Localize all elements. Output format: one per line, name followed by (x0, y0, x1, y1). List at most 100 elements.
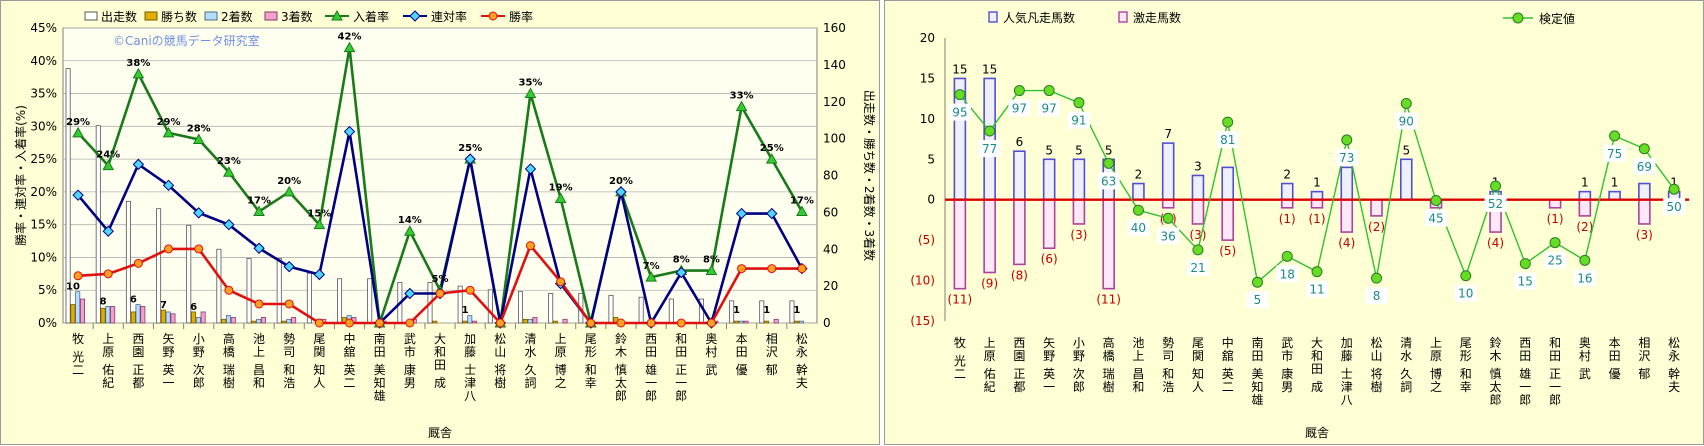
test-value-label-bg (1067, 111, 1090, 129)
test-value-point (1281, 250, 1293, 262)
test-value-label: 21 (1190, 261, 1205, 275)
test-value-label: 69 (1637, 160, 1652, 174)
category-char: 司 (283, 345, 295, 359)
in-rate-data-label: 17% (790, 196, 814, 207)
win-rate-point (224, 285, 234, 295)
legend-label: 出走数 (101, 9, 137, 24)
negative-bar (1221, 198, 1235, 241)
negative-bar (1042, 198, 1056, 250)
category-char: 矢 (1043, 336, 1055, 350)
in-rate-data-label: 8% (703, 255, 720, 266)
test-value-label-box: 81 (1216, 131, 1239, 149)
win-rate-point (495, 318, 505, 328)
category-char: 幸 (1460, 380, 1472, 394)
category-char: 池 (1132, 336, 1144, 350)
legend-label: 勝ち数 (161, 9, 197, 24)
category-char: 英 (163, 363, 175, 377)
legend-swatch (204, 11, 218, 21)
left-axis-title: 勝率・連対率・入着率(%) (13, 105, 28, 246)
right-tick-label: 0 (823, 316, 831, 330)
in-rate-point (735, 100, 748, 112)
test-value-label: 8 (1373, 289, 1381, 303)
test-value-point (1192, 244, 1204, 256)
bar-data-label: 1 (462, 305, 469, 316)
win-rate-point (164, 244, 174, 254)
category-char: 和 (1549, 336, 1561, 350)
category-char: 英 (1043, 367, 1055, 381)
category-char: 武 (1579, 367, 1591, 381)
test-value-label-box: 77 (978, 139, 1001, 157)
test-value-label-bg (1365, 287, 1388, 305)
test-value-point (1371, 272, 1383, 284)
negative-bar-label: (4) (1487, 236, 1504, 250)
legend-label: 勝率 (509, 9, 533, 24)
win-rate-point (616, 318, 626, 328)
in-rate-point (554, 192, 567, 203)
right-tick-label: 160 (823, 21, 846, 35)
test-value-label: 11 (1309, 283, 1324, 297)
category-char: 田 (736, 345, 748, 359)
test-value-label: 90 (1399, 114, 1414, 128)
in-rate-point (765, 153, 778, 164)
rentai-rate-point (524, 163, 537, 175)
category-char: 田 (1609, 349, 1621, 363)
category-char: 沢 (766, 345, 778, 359)
test-value-point (1638, 143, 1650, 155)
in-rate-point (403, 225, 416, 236)
legend-marker (488, 11, 498, 21)
win-rate-point (133, 258, 143, 268)
bar-wins (251, 320, 257, 324)
in-rate-data-label: 25% (458, 143, 482, 154)
test-value-point (1519, 258, 1531, 270)
category-char: 牧 (72, 332, 84, 346)
category-char: 西 (1013, 336, 1025, 350)
in-rate-data-label: 5% (432, 274, 449, 285)
positive-bar (1638, 182, 1651, 201)
test-value-label-bg (1454, 284, 1477, 302)
win-rate-point (676, 318, 686, 328)
category-char: 木 (1490, 349, 1502, 363)
category-char: 二 (72, 363, 84, 377)
category-char: 久 (524, 363, 536, 377)
category-char: 雄 (374, 388, 386, 403)
positive-bar (1042, 158, 1056, 201)
bar-thirds (562, 318, 568, 324)
in-rate-data-label: 29% (66, 117, 90, 128)
category-char: 清 (1400, 336, 1412, 350)
category-char: 野 (1043, 349, 1055, 363)
category-char: 詞 (1400, 380, 1412, 394)
rentai-rate-point (343, 125, 356, 138)
category-char: 知 (374, 376, 386, 390)
category-char: 美 (374, 363, 386, 377)
bar-data-label: 10 (66, 282, 80, 293)
category-char: 正 (675, 363, 687, 377)
category-char: 南 (374, 331, 386, 346)
bar-wins (432, 320, 438, 324)
negative-bar-label: (4) (1338, 236, 1355, 250)
bar-starts (65, 68, 71, 324)
bar-wins (191, 311, 197, 324)
category-char: 鈴 (1490, 335, 1502, 350)
positive-bar-label: 15 (982, 62, 997, 76)
bar-data-label: 1 (763, 305, 770, 316)
test-value-point (1162, 212, 1174, 224)
win-rate-point (435, 289, 445, 298)
rentai-rate-point (132, 158, 145, 171)
category-char: 和 (1132, 380, 1144, 394)
category-char: 博 (1430, 366, 1442, 381)
category-char: 知 (1192, 367, 1204, 381)
test-value-label-bg (1514, 272, 1537, 290)
category-char: 紀 (984, 380, 996, 394)
category-char: 二 (1222, 380, 1234, 394)
test-value-point (1460, 270, 1472, 282)
category-char: 関 (1192, 349, 1204, 363)
category-char: 大 (1311, 336, 1323, 350)
